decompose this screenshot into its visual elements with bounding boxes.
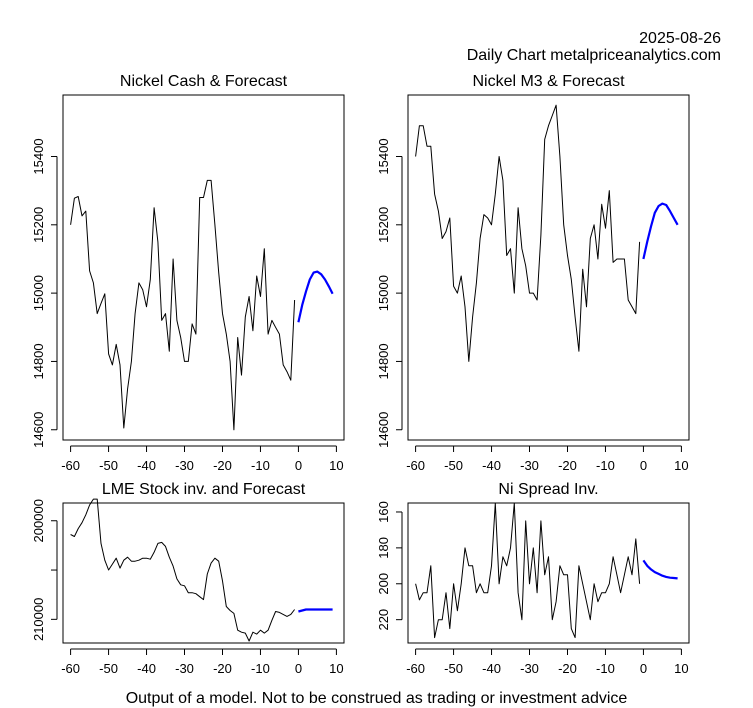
x-tick-label: -20 — [558, 661, 577, 676]
x-tick-label: 10 — [674, 661, 688, 676]
y-tick-label: 14600 — [31, 412, 46, 448]
y-tick-label: 180 — [376, 537, 391, 559]
x-tick-label: -40 — [482, 661, 501, 676]
forecast-line — [642, 202, 679, 260]
x-tick-label: -30 — [175, 661, 194, 676]
panel-title: LME Stock inv. and Forecast — [102, 481, 306, 498]
plot-frame — [62, 94, 345, 441]
panel-ni-spread: Ni Spread Inv. -60 -50 -40 -30 -20 -10 0 10 160 18… — [376, 481, 690, 676]
y-tick-label: 220 — [376, 609, 391, 631]
x-tick-label: -50 — [99, 661, 118, 676]
x-tick-label: 0 — [295, 458, 302, 473]
x-tick-label: -30 — [520, 661, 539, 676]
x-tick-label: -50 — [444, 458, 463, 473]
y-tick-label: 14800 — [31, 343, 46, 379]
y-tick-label: 200 — [376, 573, 391, 595]
y-tick-label: 14800 — [376, 343, 391, 379]
panel-lme-stock: LME Stock inv. and Forecast-60 -50 -40 -30-… — [31, 481, 345, 676]
x-tick-label: -20 — [558, 458, 577, 473]
plot-frame — [62, 502, 345, 644]
x-tick-label: 0 — [640, 661, 647, 676]
y-tick-label: 15400 — [31, 138, 46, 174]
panel-nickel-cash: Nickel Cash & Forecast -60 -50 -40 -30 -20 -10… — [31, 73, 345, 473]
x-tick-label: -50 — [99, 458, 118, 473]
history-line — [415, 104, 641, 362]
x-tick-label: -60 — [61, 458, 80, 473]
history-line — [70, 498, 295, 642]
forecast-line — [298, 608, 333, 613]
history-line — [415, 502, 641, 639]
y-tick-label: 14600 — [376, 412, 391, 448]
x-tick-label: 10 — [674, 458, 688, 473]
x-tick-label: -30 — [520, 458, 539, 473]
x-tick-label: -30 — [175, 458, 194, 473]
x-tick-label: -10 — [251, 661, 270, 676]
y-tick-label: 200000 — [31, 499, 46, 542]
y-tick-label: 15000 — [376, 275, 391, 311]
panel-title: Nickel M3 & Forecast — [472, 73, 625, 90]
x-axis: -60 -50 -40 -30 -20 -10 0 10 — [406, 445, 689, 473]
y-tick-label: 15200 — [376, 207, 391, 243]
panel-nickel-m3: Nickel M3 & Forecast -60 -50 -40 -30 -20 -10 0 1… — [376, 73, 690, 473]
x-tick-label: 0 — [295, 661, 302, 676]
forecast-line — [642, 559, 678, 580]
disclaimer-footer: Output of a model. Not to be construed a… — [125, 690, 628, 707]
x-axis: -60 -50 -40 -30 -20 -10 0 10 — [61, 445, 344, 473]
y-axis: 14600 14800 15000 15200 15400 — [31, 138, 58, 448]
x-axis: -60 -50 -40 -30 -20 -10 0 10 — [61, 648, 344, 676]
x-tick-label: -60 — [61, 661, 80, 676]
x-tick-label: -20 — [213, 458, 232, 473]
y-tick-label: 15400 — [376, 138, 391, 174]
y-axis: 160 180 200 220 — [376, 501, 403, 631]
plot-frame — [407, 502, 690, 644]
x-tick-label: -40 — [137, 661, 156, 676]
chart-date: 2025-08-26 — [639, 30, 721, 47]
y-axis: 200000 210000 — [31, 499, 58, 641]
x-tick-label: 10 — [329, 661, 343, 676]
panel-title: Nickel Cash & Forecast — [120, 73, 288, 90]
x-tick-label: -60 — [406, 458, 425, 473]
x-tick-label: -10 — [596, 661, 615, 676]
x-tick-label: -10 — [251, 458, 270, 473]
x-tick-label: 10 — [329, 458, 343, 473]
plot-frame — [407, 94, 690, 441]
x-tick-label: -50 — [444, 661, 463, 676]
forecast-line — [297, 270, 334, 323]
x-tick-label: -40 — [137, 458, 156, 473]
x-tick-label: -60 — [406, 661, 425, 676]
y-tick-label: 210000 — [31, 598, 46, 641]
x-tick-label: -10 — [596, 458, 615, 473]
y-tick-label: 160 — [376, 501, 391, 523]
y-tick-label: 15000 — [31, 275, 46, 311]
chart-source: Daily Chart metalpriceanalytics.com — [466, 47, 721, 64]
panel-title: Ni Spread Inv. — [498, 481, 598, 498]
x-tick-label: 0 — [640, 458, 647, 473]
y-axis: 14600 14800 15000 15200 15400 — [376, 138, 403, 448]
x-tick-label: -40 — [482, 458, 501, 473]
x-tick-label: -20 — [213, 661, 232, 676]
history-line — [70, 179, 296, 431]
y-tick-label: 15200 — [31, 207, 46, 243]
x-axis: -60 -50 -40 -30 -20 -10 0 10 — [406, 648, 689, 676]
